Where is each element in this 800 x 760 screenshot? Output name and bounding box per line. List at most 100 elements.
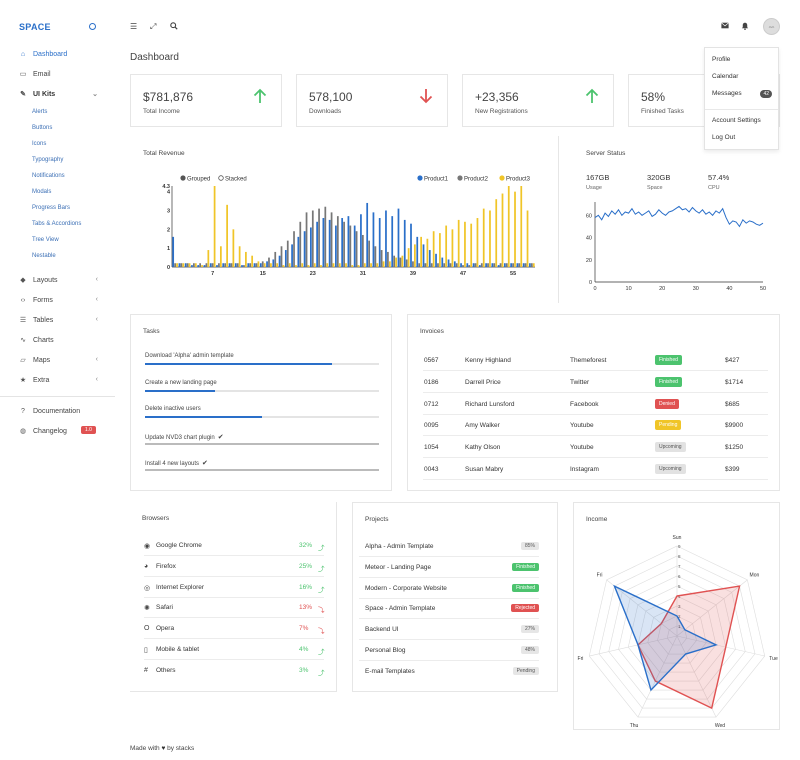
list-item[interactable]: Modern - Corporate Website Finished — [359, 579, 539, 599]
sidebar-subitem-notifications[interactable]: Notifications — [32, 173, 65, 179]
task-item[interactable]: Create a new landing page — [145, 380, 379, 392]
fullscreen-icon[interactable]: ⤢ — [150, 22, 157, 31]
task-item[interactable]: Download 'Alpha' admin template — [145, 353, 379, 365]
task-progress-fill — [145, 469, 379, 471]
sidebar-item-tables[interactable]: ☰ Tables ‹ — [0, 310, 115, 330]
revenue-bar — [284, 250, 287, 267]
revenue-bar — [234, 263, 237, 267]
list-item[interactable]: Backend UI 27% — [359, 620, 539, 641]
list-item[interactable]: ◕ Firefox 25% ⤴ — [144, 557, 325, 577]
sidebar-item-label: Charts — [33, 336, 54, 344]
stat-card: $781,876 Total Income — [130, 74, 282, 127]
list-item[interactable]: O Opera 7% ⤵ — [144, 619, 325, 640]
sidebar-item-dashboard[interactable]: ⌂ Dashboard — [0, 44, 115, 64]
sidebar-item-changelog[interactable]: ◍ Changelog 1.0 — [0, 421, 115, 441]
sidebar-subitem-typography[interactable]: Typography — [32, 157, 64, 163]
table-row[interactable]: 0567 Kenny Highland Themeforest Finished $42… — [423, 349, 768, 371]
bell-icon[interactable] — [741, 22, 749, 32]
list-item[interactable]: Meteor - Landing Page Finished — [359, 558, 539, 578]
status-badge: Upcoming — [655, 442, 686, 453]
sidebar-subitem-progress-bars[interactable]: Progress Bars — [32, 205, 71, 211]
table-row[interactable]: 0043 Susan Mabry Instagram Upcoming $399 — [423, 458, 768, 480]
list-item[interactable]: ✺ Safari 13% ⤵ — [144, 598, 325, 619]
revenue-bar — [213, 186, 216, 267]
sidebar-toggle-icon[interactable] — [89, 23, 96, 30]
revenue-bar — [382, 261, 385, 267]
list-item[interactable]: Personal Blog 48% — [359, 641, 539, 661]
task-item[interactable]: Install 4 new layouts ✔ — [145, 459, 379, 471]
sidebar-item-charts[interactable]: ∿ Charts — [0, 330, 115, 350]
menu-item-messages[interactable]: Messages — [712, 90, 742, 97]
list-item[interactable]: E-mail Templates Pending — [359, 662, 539, 682]
list-item[interactable]: ◉ Google Chrome 32% ⤴ — [144, 536, 325, 556]
sidebar-item-documentation[interactable]: ? Documentation — [0, 401, 115, 421]
list-item[interactable]: Alpha - Admin Template 85% — [359, 537, 539, 557]
revenue-bar — [280, 246, 283, 267]
invoice-source: Youtube — [570, 422, 594, 430]
mail-icon[interactable] — [721, 22, 729, 31]
legend-marker[interactable] — [499, 175, 505, 181]
sidebar-subitem-alerts[interactable]: Alerts — [32, 109, 48, 115]
revenue-bar — [286, 240, 289, 267]
list-item[interactable]: ◎ Internet Explorer 16% ⤴ — [144, 578, 325, 598]
revenue-bar — [218, 263, 220, 267]
table-row[interactable]: 0095 Amy Walker Youtube Pending $9900 — [423, 414, 768, 437]
sidebar-subitem-buttons[interactable]: Buttons — [32, 125, 53, 131]
chevron-icon: ‹ — [95, 376, 98, 383]
sidebar-subitem-modals[interactable]: Modals — [32, 189, 52, 195]
revenue-bar — [518, 263, 521, 267]
radar-ring — [618, 575, 736, 691]
brand-logo[interactable]: SPACE — [19, 22, 51, 32]
sidebar-item-layouts[interactable]: ◆ Layouts ‹ — [0, 270, 115, 290]
legend-marker[interactable] — [417, 175, 423, 181]
menu-item-log-out[interactable]: Log Out — [712, 134, 736, 141]
sidebar-subitem-tree-view[interactable]: Tree View — [32, 237, 59, 243]
table-row[interactable]: 0186 Darrell Price Twitter Finished $1714 — [423, 371, 768, 393]
invoice-amount: $685 — [725, 400, 740, 408]
sidebar-item-ui-kits[interactable]: ✎ UI Kits ⌄ — [0, 84, 115, 104]
task-item[interactable]: Delete inactive users — [145, 406, 379, 418]
sidebar-item-email[interactable]: ▭ Email — [0, 64, 115, 84]
browser-percent: 4% — [299, 646, 309, 653]
revenue-bar — [428, 250, 431, 267]
sidebar-item-maps[interactable]: ▱ Maps ‹ — [0, 350, 115, 370]
sidebar-subitem-nestable[interactable]: Nestable — [32, 253, 56, 259]
invoice-amount: $9900 — [725, 422, 744, 430]
menu-item-account-settings[interactable]: Account Settings — [712, 117, 761, 124]
revenue-bar — [322, 218, 325, 267]
chevron-icon: ‹ — [95, 316, 98, 323]
list-item[interactable]: Space - Admin Template Rejected — [359, 599, 539, 620]
sidebar-item-label: Changelog — [33, 427, 67, 435]
revenue-bar — [324, 206, 327, 267]
sidebar-item-forms[interactable]: ‹› Forms ‹ — [0, 290, 115, 310]
chevron-icon: ‹ — [95, 296, 98, 303]
revenue-bar — [216, 265, 218, 267]
menu-icon[interactable]: ☰ — [130, 22, 138, 31]
search-icon[interactable] — [170, 22, 178, 32]
status-badge: Pending — [512, 666, 539, 675]
browser-name: Firefox — [156, 562, 176, 570]
task-item[interactable]: Update NVD3 chart plugin ✔ — [145, 433, 379, 445]
grouped-radio[interactable] — [180, 175, 186, 181]
revenue-bar — [301, 263, 304, 267]
table-row[interactable]: 1054 Kathy Olson Youtube Upcoming $1250 — [423, 436, 768, 459]
table-row[interactable]: 0712 Richard Lunsford Facebook Denied $685 — [423, 393, 768, 415]
tasks-title: Tasks — [143, 328, 160, 335]
menu-item-calendar[interactable]: Calendar — [712, 73, 739, 80]
stacked-radio[interactable] — [218, 175, 224, 181]
map-icon: ▱ — [20, 357, 26, 364]
sidebar-subitem-tabs-accordions[interactable]: Tabs & Accordions — [32, 221, 82, 227]
sidebar-item-label: Extra — [33, 376, 50, 384]
revenue-bar — [445, 225, 448, 267]
help-icon: ? — [21, 407, 25, 415]
list-item[interactable]: ▯ Mobile & tablet 4% ⤴ — [144, 640, 325, 660]
chart-mode-toggle[interactable]: Grouped Stacked — [180, 175, 247, 183]
task-progress-bar — [145, 442, 379, 445]
avatar[interactable]: AVA — [763, 18, 780, 35]
revenue-bar — [399, 257, 402, 267]
legend-marker[interactable] — [457, 175, 463, 181]
sidebar-item-extra[interactable]: ★ Extra ‹ — [0, 370, 115, 390]
list-item[interactable]: # Others 3% ⤴ — [144, 661, 325, 681]
menu-item-profile[interactable]: Profile — [712, 56, 731, 63]
sidebar-subitem-icons[interactable]: Icons — [32, 141, 47, 147]
